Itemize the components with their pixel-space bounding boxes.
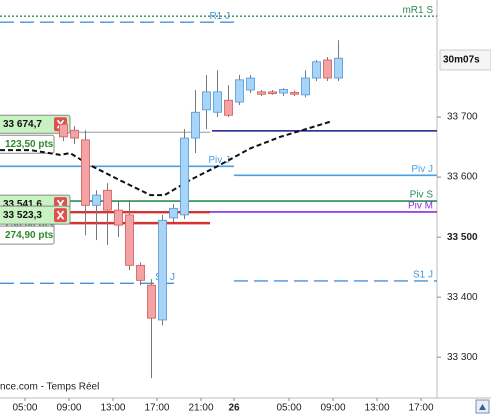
x-tick-label: 21:00 bbox=[188, 403, 213, 414]
candle bbox=[125, 199, 134, 271]
order-distance-box bbox=[0, 134, 55, 154]
candle bbox=[70, 126, 79, 145]
candle bbox=[114, 201, 123, 238]
candle-body bbox=[169, 207, 178, 219]
x-tick-label: 05:00 bbox=[277, 403, 302, 414]
candle bbox=[191, 90, 200, 154]
order-price: 33 523,3 bbox=[3, 210, 42, 221]
candle bbox=[334, 40, 343, 82]
countdown-label: 30m07s bbox=[443, 55, 480, 66]
candle-body bbox=[323, 59, 332, 79]
candle-body bbox=[81, 139, 90, 206]
order-price-box bbox=[0, 114, 71, 134]
level-label: Piv J bbox=[411, 164, 433, 175]
candle-body bbox=[246, 77, 255, 91]
candle bbox=[312, 60, 321, 82]
source-label: nce.com - Temps Réel bbox=[0, 382, 99, 393]
level-label: R1 J bbox=[209, 11, 230, 22]
level-label: Piv S bbox=[410, 190, 434, 201]
order-tag: 33 674,7 123,50 pts bbox=[0, 114, 71, 154]
scroll-icon bbox=[479, 404, 486, 410]
order-price: 33 541,6 bbox=[3, 199, 42, 210]
candle bbox=[169, 204, 178, 223]
x-tick-label: 09:00 bbox=[56, 403, 81, 414]
candle bbox=[103, 183, 112, 245]
candle bbox=[59, 121, 68, 142]
order-distance-box bbox=[0, 225, 55, 245]
candle-body bbox=[290, 92, 299, 95]
candle-body bbox=[301, 77, 310, 96]
candle bbox=[213, 70, 222, 118]
candle bbox=[279, 88, 288, 97]
order-distance: 274,90 pts bbox=[5, 230, 54, 241]
x-tick-label: 17:00 bbox=[409, 403, 434, 414]
candle bbox=[147, 279, 156, 379]
level-label: Piv M bbox=[408, 201, 433, 212]
candle-body bbox=[136, 264, 145, 281]
candle-body bbox=[334, 57, 343, 79]
y-tick-label: 33 300 bbox=[447, 352, 478, 363]
candle bbox=[290, 90, 299, 97]
candle-body bbox=[268, 91, 277, 95]
level-label: mR1 S bbox=[402, 5, 433, 16]
candle bbox=[257, 90, 266, 97]
candle-body bbox=[114, 209, 123, 226]
candle-body bbox=[191, 111, 200, 139]
candle bbox=[235, 75, 244, 106]
x-tick-label: 13:00 bbox=[100, 403, 125, 414]
countdown-box bbox=[439, 49, 491, 71]
candle bbox=[301, 70, 310, 98]
candle bbox=[224, 85, 233, 118]
x-tick-label: 05:00 bbox=[12, 403, 37, 414]
candle-body bbox=[180, 137, 189, 216]
candle-body bbox=[158, 219, 167, 321]
candle-body bbox=[147, 284, 156, 319]
y-tick-label: 33 400 bbox=[447, 292, 478, 303]
candle bbox=[268, 90, 277, 95]
level-label: S1 J bbox=[413, 270, 433, 281]
moving-average bbox=[0, 120, 331, 197]
x-tick-label: 09:00 bbox=[321, 403, 346, 414]
y-tick-label: 33 600 bbox=[447, 172, 478, 183]
x-tick-label: 26 bbox=[228, 403, 240, 414]
candle-body bbox=[103, 189, 112, 211]
candle-body bbox=[235, 79, 244, 103]
x-tick-label: 13:00 bbox=[365, 403, 390, 414]
candle bbox=[202, 75, 211, 130]
candle bbox=[158, 214, 167, 326]
y-tick-label: 33 500 bbox=[447, 232, 478, 243]
candle bbox=[92, 190, 101, 241]
candle-body bbox=[312, 61, 321, 79]
candle bbox=[246, 75, 255, 94]
candle-body bbox=[70, 129, 79, 139]
x-tick-label: 17:00 bbox=[144, 403, 169, 414]
candle bbox=[136, 262, 145, 286]
y-tick-label: 33 700 bbox=[447, 112, 478, 123]
candle-body bbox=[279, 89, 288, 94]
candle-body bbox=[224, 99, 233, 116]
candle-body bbox=[257, 91, 266, 95]
candle-body bbox=[92, 194, 101, 206]
candle bbox=[323, 57, 332, 82]
candle-body bbox=[202, 91, 211, 111]
level-label: Piv J bbox=[208, 155, 230, 166]
countdown: 30m07s bbox=[439, 49, 491, 71]
candle bbox=[81, 130, 90, 236]
candle-body bbox=[125, 214, 134, 266]
candle-body bbox=[213, 91, 222, 113]
order-tag: 33 523,3 274,90 pts bbox=[0, 205, 71, 245]
order-distance: 123,50 pts bbox=[5, 139, 54, 150]
order-price: 33 674,7 bbox=[3, 119, 42, 130]
order-close-icon bbox=[56, 210, 65, 220]
candle bbox=[180, 129, 189, 220]
candle-body bbox=[59, 123, 68, 138]
order-price-box bbox=[0, 205, 71, 225]
